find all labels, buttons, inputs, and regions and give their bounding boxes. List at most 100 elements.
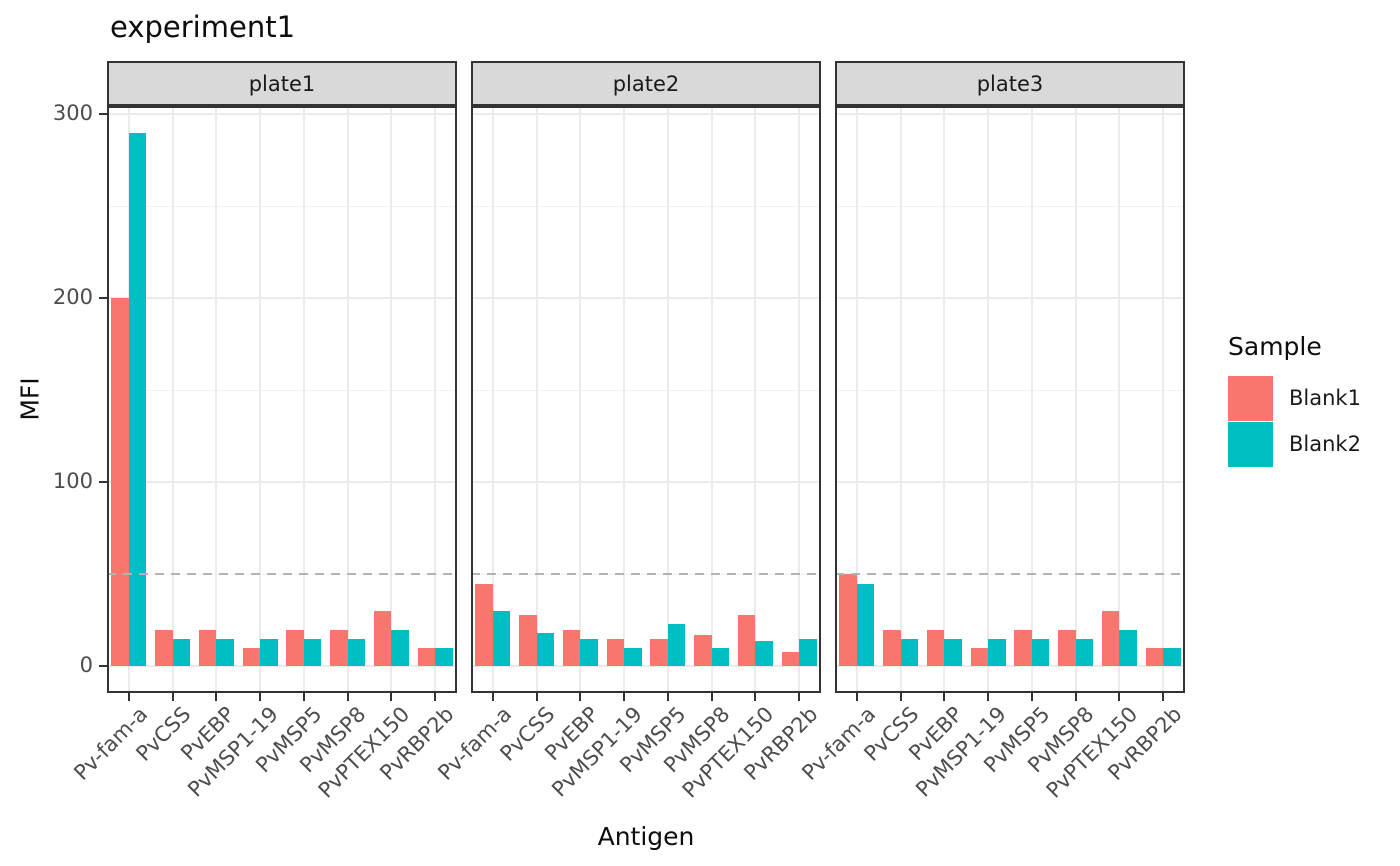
bar-blank1-PvEBP — [198, 629, 217, 667]
x-tick — [259, 693, 262, 701]
x-tick — [1118, 693, 1121, 701]
gridline-major-y100 — [107, 481, 457, 484]
bar-blank2-PvCSS — [900, 638, 919, 667]
bar-blank1-PvMSP1-19 — [970, 647, 989, 667]
gridline-x-PvPTEX150 — [390, 106, 393, 693]
bar-blank1-PvRBP2b — [417, 647, 436, 667]
reference-line-dashed — [835, 573, 1185, 576]
gridline-x-PvCSS — [899, 106, 902, 693]
gridline-x-PvEBP — [943, 106, 946, 693]
gridline-major-y200 — [471, 297, 821, 300]
gridline-x-PvMSP5 — [666, 106, 669, 693]
panel — [107, 106, 457, 693]
facet-strip-label: plate2 — [612, 71, 680, 96]
bar-blank1-PvRBP2b — [781, 651, 800, 667]
gridline-x-PvMSP8 — [1074, 106, 1077, 693]
gridline-x-PvMSP1-19 — [259, 106, 262, 693]
gridline-x-PvPTEX150 — [754, 106, 757, 693]
y-tick-label: 0 — [79, 653, 93, 678]
bar-blank1-PvRBP2b — [1145, 647, 1164, 667]
x-tick — [491, 693, 494, 701]
gridline-x-PvCSS — [171, 106, 174, 693]
bar-blank1-PvMSP8 — [694, 635, 712, 667]
y-tick — [99, 481, 107, 484]
y-tick-label: 100 — [52, 469, 93, 494]
bar-blank1-PvEBP — [926, 629, 945, 667]
x-tick — [623, 693, 626, 701]
bar-blank2-PvMSP1-19 — [260, 638, 278, 667]
bar-blank2-PvMSP8 — [347, 638, 366, 667]
gridline-x-PvMSP5 — [1030, 106, 1033, 693]
bar-blank1-PvMSP5 — [1014, 629, 1032, 667]
gridline-x-PvRBP2b — [434, 106, 437, 693]
gridline-major-y0 — [835, 665, 1185, 668]
x-tick — [710, 693, 713, 701]
gridline-x-PvMSP8 — [346, 106, 349, 693]
legend-key-swatch — [1228, 375, 1273, 421]
plot-title: experiment1 — [110, 10, 296, 44]
gridline-x-PvRBP2b — [1162, 106, 1165, 693]
bar-blank2-PvEBP — [216, 638, 234, 667]
bar-blank1-PvPTEX150 — [737, 614, 756, 667]
gridline-minor-y250 — [835, 206, 1185, 208]
legend-entries: Blank1 Blank2 — [1228, 375, 1361, 467]
gridline-x-Pv-fam-a — [855, 106, 858, 693]
bar-blank1-PvMSP1-19 — [242, 647, 261, 667]
bar-blank1-PvMSP1-19 — [606, 638, 625, 667]
gridline-minor-y250 — [471, 206, 821, 208]
bar-blank2-PvMSP5 — [667, 623, 686, 667]
bar-blank1-Pv-fam-a — [475, 583, 493, 667]
x-tick — [798, 693, 801, 701]
x-tick — [855, 693, 858, 701]
bar-blank2-PvPTEX150 — [755, 640, 773, 667]
gridline-major-y100 — [471, 481, 821, 484]
bar-blank2-PvMSP5 — [303, 638, 322, 667]
gridline-x-PvMSP8 — [710, 106, 713, 693]
bar-blank1-PvCSS — [883, 629, 901, 667]
gridline-major-y0 — [107, 665, 457, 668]
x-tick — [127, 693, 130, 701]
bar-blank2-PvEBP — [580, 638, 598, 667]
legend-title: Sample — [1228, 332, 1322, 361]
legend-entry-blank2: Blank2 — [1228, 421, 1361, 467]
bar-blank1-PvMSP5 — [286, 629, 304, 667]
x-tick — [899, 693, 902, 701]
gridline-minor-y250 — [107, 206, 457, 208]
gridline-major-y300 — [471, 113, 821, 116]
gridline-major-y200 — [107, 297, 457, 300]
gridline-major-y0 — [471, 665, 821, 668]
bar-blank1-PvCSS — [519, 614, 537, 667]
facet-strip: plate3 — [835, 61, 1185, 106]
bar-blank1-Pv-fam-a — [111, 298, 129, 667]
gridline-x-PvMSP1-19 — [987, 106, 990, 693]
bar-blank1-PvPTEX150 — [373, 611, 392, 667]
gridline-minor-y150 — [835, 390, 1185, 392]
gridline-x-Pv-fam-a — [491, 106, 494, 693]
bar-blank1-PvEBP — [562, 629, 581, 667]
gridline-major-y200 — [835, 297, 1185, 300]
x-tick — [215, 693, 218, 701]
gridline-x-PvPTEX150 — [1118, 106, 1121, 693]
gridline-x-PvMSP5 — [302, 106, 305, 693]
y-tick — [99, 665, 107, 668]
x-tick — [171, 693, 174, 701]
gridline-x-PvMSP1-19 — [623, 106, 626, 693]
bar-blank2-Pv-fam-a — [128, 132, 147, 667]
bar-blank1-PvMSP5 — [650, 638, 668, 667]
gridline-minor-y150 — [471, 390, 821, 392]
x-tick — [1074, 693, 1077, 701]
x-tick — [987, 693, 990, 701]
bar-blank1-PvPTEX150 — [1101, 611, 1120, 667]
bar-blank2-PvMSP1-19 — [988, 638, 1006, 667]
legend-entry-label: Blank2 — [1289, 432, 1361, 456]
bar-blank2-PvRBP2b — [1163, 647, 1181, 667]
x-tick — [943, 693, 946, 701]
x-tick — [390, 693, 393, 701]
y-tick — [99, 113, 107, 116]
gridline-major-y300 — [835, 113, 1185, 116]
facet-strip: plate2 — [471, 61, 821, 106]
gridline-x-PvEBP — [579, 106, 582, 693]
gridline-major-y300 — [107, 113, 457, 116]
legend-entry-label: Blank1 — [1289, 386, 1361, 410]
bar-blank2-PvMSP5 — [1031, 638, 1050, 667]
